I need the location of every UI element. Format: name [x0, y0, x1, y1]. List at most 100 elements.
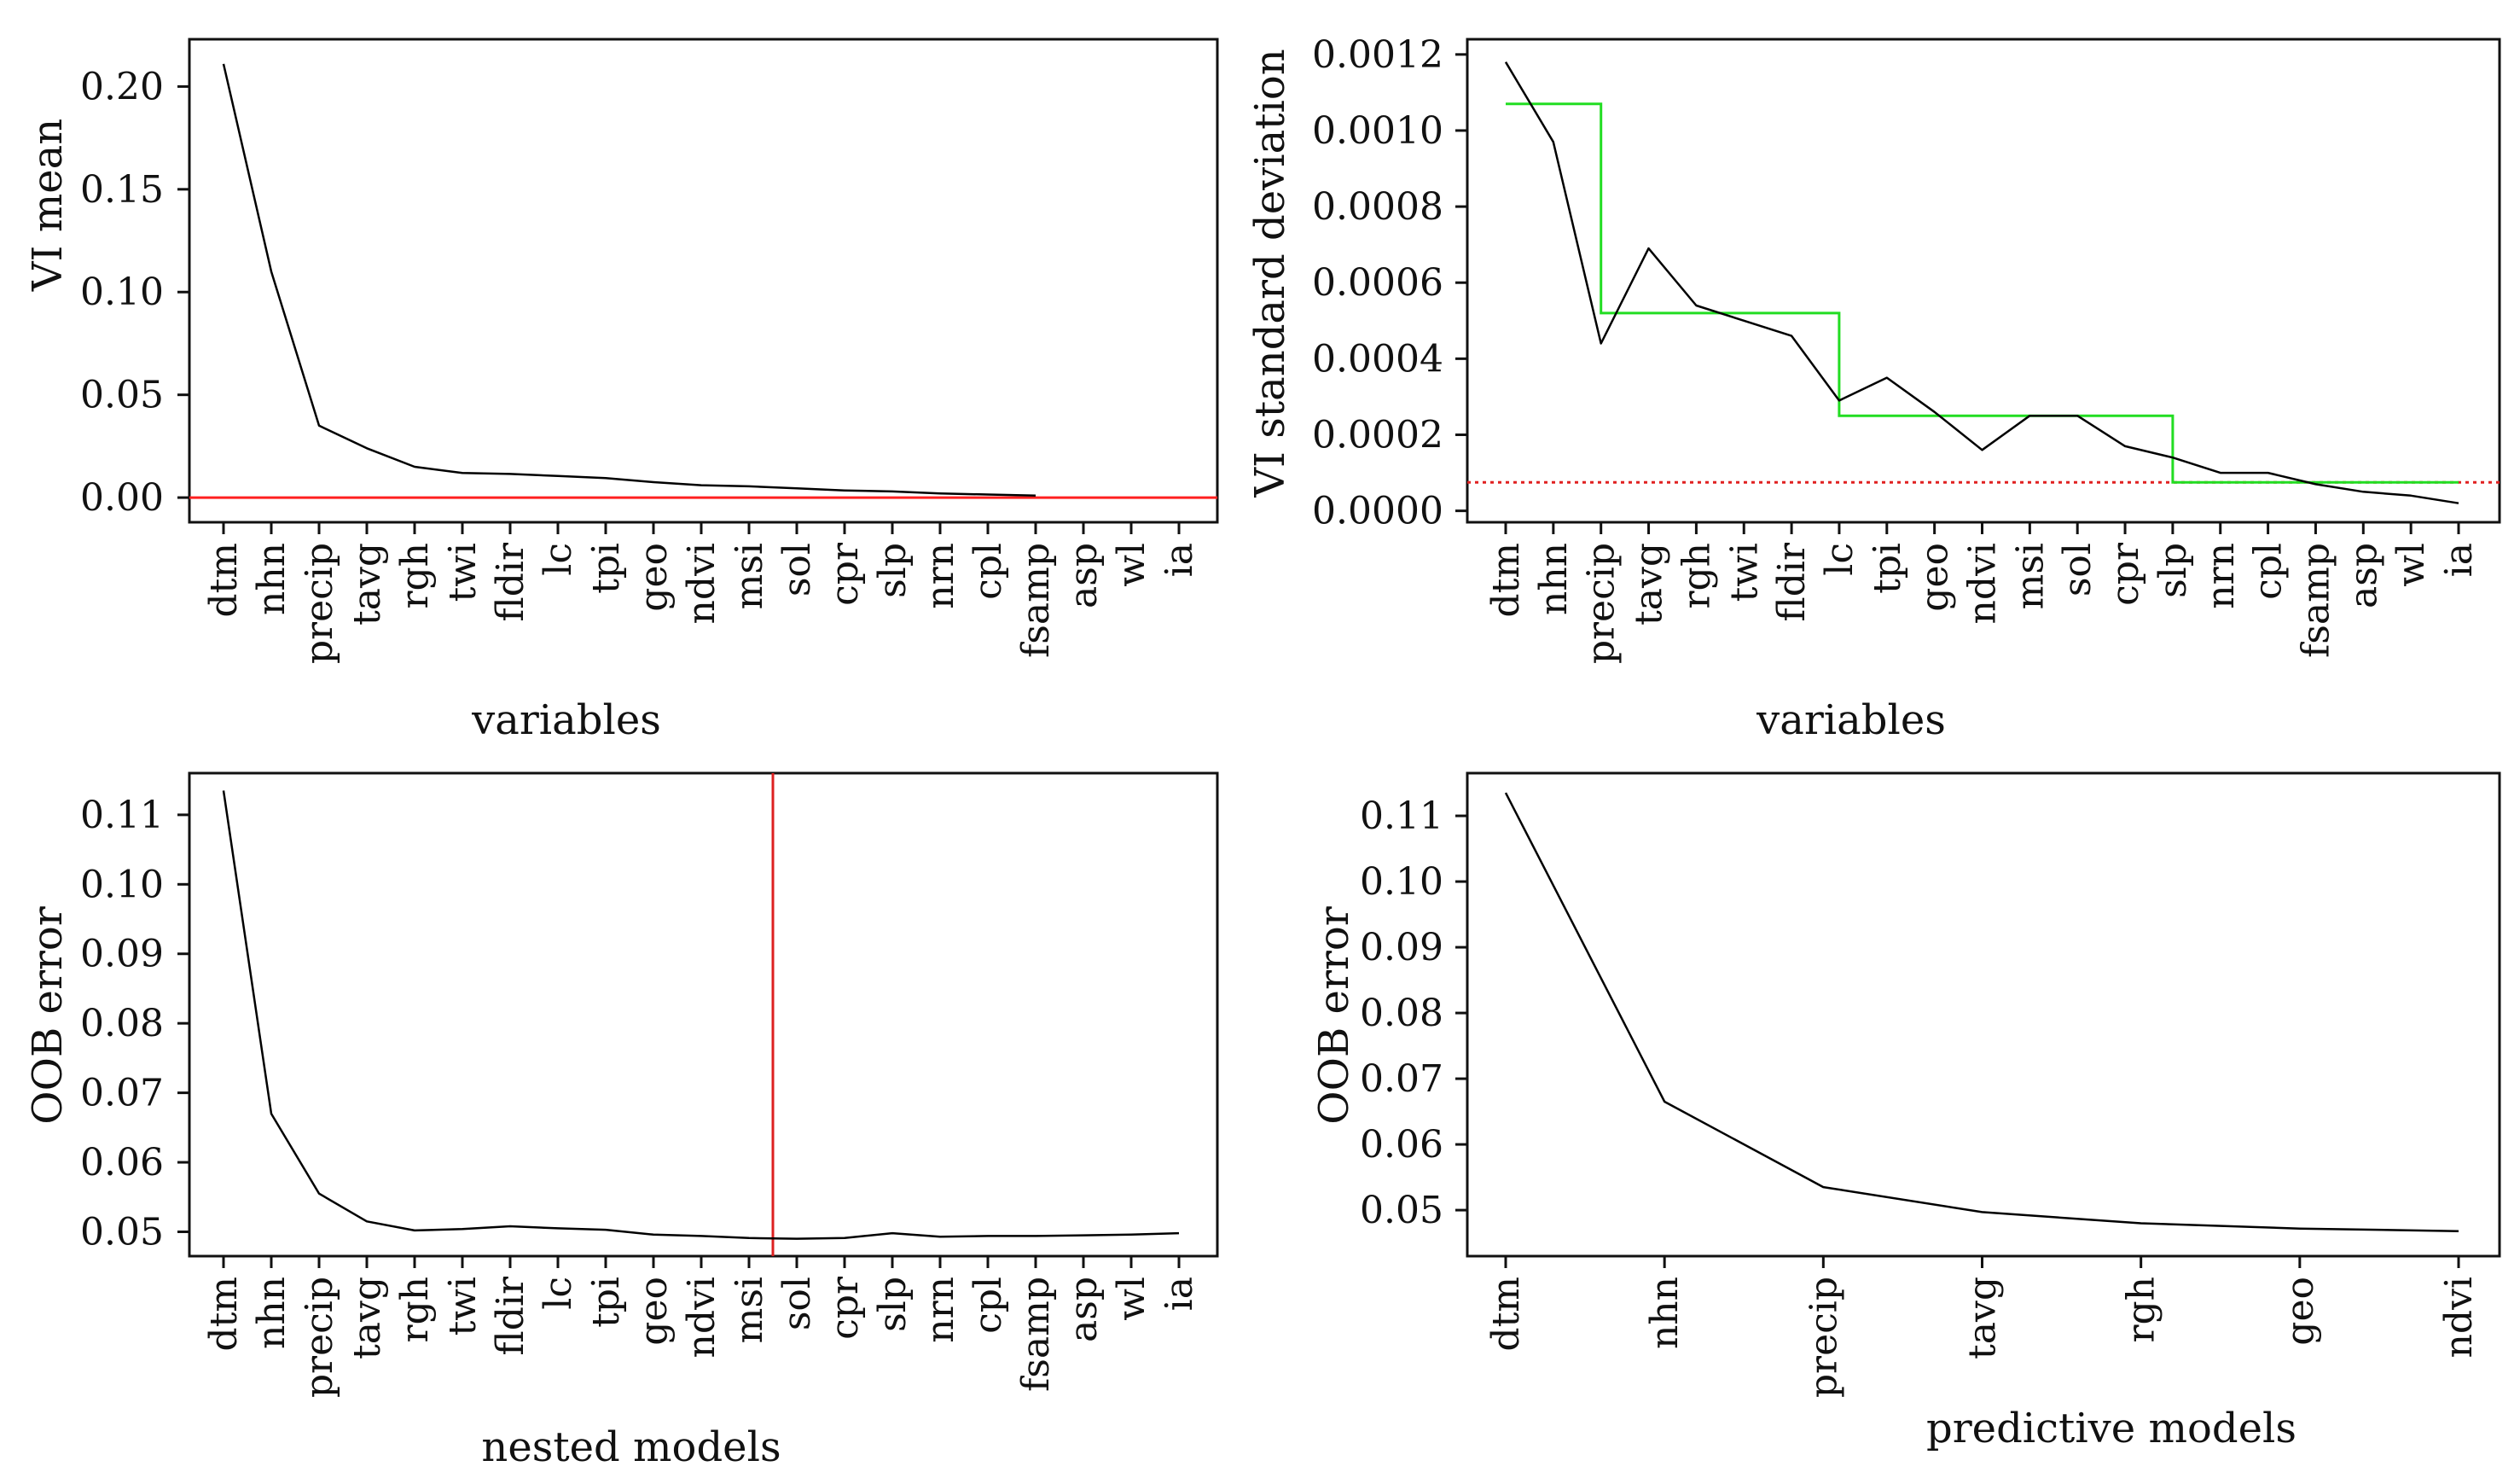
x-tick-label: nhn: [1532, 543, 1576, 615]
x-tick-label: nrn: [2199, 543, 2243, 609]
y-tick-label: 0.09: [80, 933, 164, 976]
x-tick-label: nrn: [919, 1277, 962, 1343]
y-axis-label: OOB error: [1310, 906, 1358, 1124]
panel-vi-sd: 0.0000 0.0002 0.0004 0.0006 0.0008 0.0010 0.00…: [1246, 33, 2501, 744]
y-tick-label: 0.0000: [1312, 490, 1443, 533]
x-tick-label: fldir: [489, 542, 532, 622]
y-tick-label: 0.0006: [1312, 261, 1443, 305]
x-tick-label: ndvi: [680, 543, 723, 624]
x-tick-label: cpl: [967, 1277, 1010, 1334]
x-tick-label: dtm: [1484, 543, 1528, 618]
x-tick-label: wl: [2389, 543, 2433, 587]
x-tick-label: sol: [2056, 543, 2099, 596]
y-tick-label: 0.10: [80, 863, 164, 906]
y-tick-label: 0.05: [1360, 1189, 1443, 1232]
y-axis-label: VI mean: [24, 119, 72, 292]
x-tick-label: geo: [632, 543, 676, 612]
y-tick-label: 0.10: [1360, 860, 1443, 904]
x-tick-label: fsamp: [2294, 543, 2337, 658]
y-tick-label: 0.11: [80, 794, 164, 837]
x-tick-label: wl: [1110, 543, 1153, 587]
y-tick-label: 0.05: [80, 1210, 164, 1254]
x-tick-label: ndvi: [680, 1277, 723, 1358]
y-tick-label: 0.0004: [1312, 337, 1443, 381]
x-tick-label: twi: [441, 543, 485, 602]
x-tick-label: dtm: [202, 543, 246, 618]
x-tick-label: rgh: [393, 543, 437, 609]
x-tick-label: rgh: [393, 1277, 437, 1343]
x-tick-label: msi: [728, 543, 771, 609]
x-axis-label: variables: [471, 696, 661, 744]
x-tick-label: twi: [441, 1277, 485, 1335]
x-tick-label: precip: [298, 543, 341, 664]
panel-oob-nested: 0.05 0.06 0.07 0.08 0.09 0.10 0.11 dtm nhn preci…: [24, 771, 1219, 1471]
x-tick-label: twi: [1722, 543, 1766, 602]
x-tick-label: ia: [1158, 543, 1201, 577]
plot-frame: [188, 771, 1219, 1258]
x-tick-label: geo: [632, 1277, 676, 1346]
y-tick-label: 0.09: [1360, 926, 1443, 969]
x-tick-label: precip: [1580, 543, 1623, 664]
y-tick-label: 0.20: [80, 65, 164, 108]
x-tick-label: slp: [871, 1277, 915, 1332]
y-tick-label: 0.07: [1360, 1057, 1443, 1101]
x-tick-label: lc: [537, 1277, 580, 1310]
x-tick-label: cpl: [967, 543, 1010, 600]
x-tick-label: tavg: [345, 1277, 389, 1359]
series-line: [222, 63, 1036, 497]
x-tick-label: fsamp: [1014, 1277, 1058, 1392]
x-tick-label: nhn: [250, 543, 293, 615]
x-tick-label: nhn: [1643, 1277, 1687, 1349]
x-tick-label: dtm: [202, 1277, 246, 1352]
x-tick-label: ndvi: [2437, 1277, 2481, 1358]
x-tick-label: tpi: [1866, 543, 1909, 594]
x-tick-label: cpr: [823, 1276, 867, 1340]
plot-frame: [188, 38, 1219, 524]
x-tick-label: geo: [2279, 1277, 2322, 1346]
y-tick-label: 0.05: [80, 374, 164, 417]
x-tick-label: slp: [2151, 543, 2195, 598]
x-tick-label: ndvi: [1961, 543, 2005, 624]
threshold-step-line: [1506, 102, 2459, 484]
x-tick-label: sol: [775, 1277, 819, 1330]
y-tick-label: 0.00: [80, 476, 164, 520]
panel-oob-predictive: 0.05 0.06 0.07 0.08 0.09 0.10 0.11 dtm nhn preci…: [1310, 771, 2501, 1452]
x-tick-label: precip: [298, 1277, 341, 1398]
panel-vi-mean: 0.00 0.05 0.10 0.15 0.20 dtm nhn precip tavg rgh…: [24, 38, 1219, 744]
y-tick-label: 0.15: [80, 168, 164, 212]
x-tick-label: asp: [2342, 543, 2385, 608]
series-line: [1504, 792, 2459, 1232]
x-tick-label: ia: [1158, 1277, 1201, 1311]
y-tick-label: 0.06: [80, 1141, 164, 1184]
x-tick-label: fldir: [489, 1276, 532, 1356]
x-tick-label: asp: [1062, 1277, 1106, 1342]
plot-frame: [1466, 771, 2501, 1258]
x-tick-label: fldir: [1770, 542, 1814, 622]
x-tick-label: cpr: [823, 542, 867, 606]
x-tick-label: precip: [1802, 1277, 1845, 1398]
x-tick-label: geo: [1913, 543, 1957, 612]
y-tick-label: 0.07: [80, 1072, 164, 1115]
y-tick-label: 0.0012: [1312, 33, 1443, 77]
x-tick-label: rgh: [1675, 543, 1718, 609]
x-tick-label: cpr: [2104, 542, 2147, 606]
series-line: [1504, 61, 2459, 504]
x-axis-label: variables: [1756, 696, 1946, 744]
y-tick-label: 0.0010: [1312, 109, 1443, 153]
x-tick-label: tavg: [1961, 1277, 2005, 1359]
x-tick-label: tavg: [345, 543, 389, 626]
series-line: [222, 790, 1180, 1240]
y-tick-label: 0.08: [1360, 992, 1443, 1035]
x-tick-label: dtm: [1484, 1277, 1528, 1352]
y-tick-label: 0.08: [80, 1002, 164, 1045]
x-tick-label: nrn: [919, 543, 962, 609]
x-tick-label: cpl: [2247, 543, 2291, 600]
x-tick-label: tavg: [1628, 543, 1671, 626]
x-tick-label: tpi: [584, 543, 628, 594]
x-tick-label: nhn: [250, 1277, 293, 1349]
x-tick-label: sol: [775, 543, 819, 596]
x-tick-label: msi: [2008, 543, 2052, 609]
x-tick-label: wl: [1110, 1277, 1153, 1321]
x-axis-label: predictive models: [1926, 1405, 2296, 1452]
